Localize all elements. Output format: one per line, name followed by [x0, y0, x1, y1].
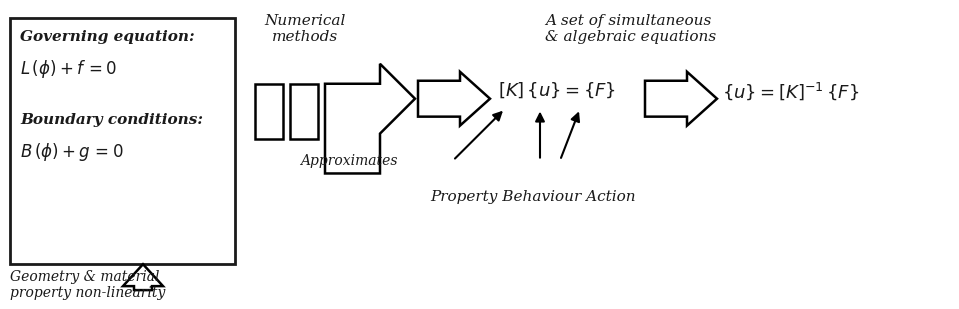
- Polygon shape: [325, 64, 415, 173]
- Text: $\{u\}= [K]^{-1}\,\{F\}$: $\{u\}= [K]^{-1}\,\{F\}$: [722, 80, 859, 102]
- Polygon shape: [418, 72, 490, 126]
- Text: $L\,(\phi) + f\, = 0$: $L\,(\phi) + f\, = 0$: [20, 58, 117, 80]
- Text: $B\,(\phi) + g\, = 0$: $B\,(\phi) + g\, = 0$: [20, 141, 124, 163]
- Text: Property Behaviour Action: Property Behaviour Action: [430, 190, 636, 205]
- Text: Approximates: Approximates: [300, 154, 397, 167]
- Text: $[K]\,\{u\}= \{F\}$: $[K]\,\{u\}= \{F\}$: [498, 81, 616, 100]
- Bar: [10, 18, 235, 264]
- Text: Geometry & material
property non-linearity: Geometry & material property non-lineari…: [10, 270, 165, 300]
- Text: Numerical
methods: Numerical methods: [265, 14, 345, 44]
- Text: A set of simultaneous
& algebraic equations: A set of simultaneous & algebraic equati…: [545, 14, 716, 44]
- Bar: [255, 84, 283, 138]
- Text: Governing equation:: Governing equation:: [20, 30, 195, 44]
- Text: Boundary conditions:: Boundary conditions:: [20, 113, 203, 127]
- Bar: [290, 84, 318, 138]
- Polygon shape: [645, 72, 717, 126]
- Polygon shape: [123, 264, 163, 290]
